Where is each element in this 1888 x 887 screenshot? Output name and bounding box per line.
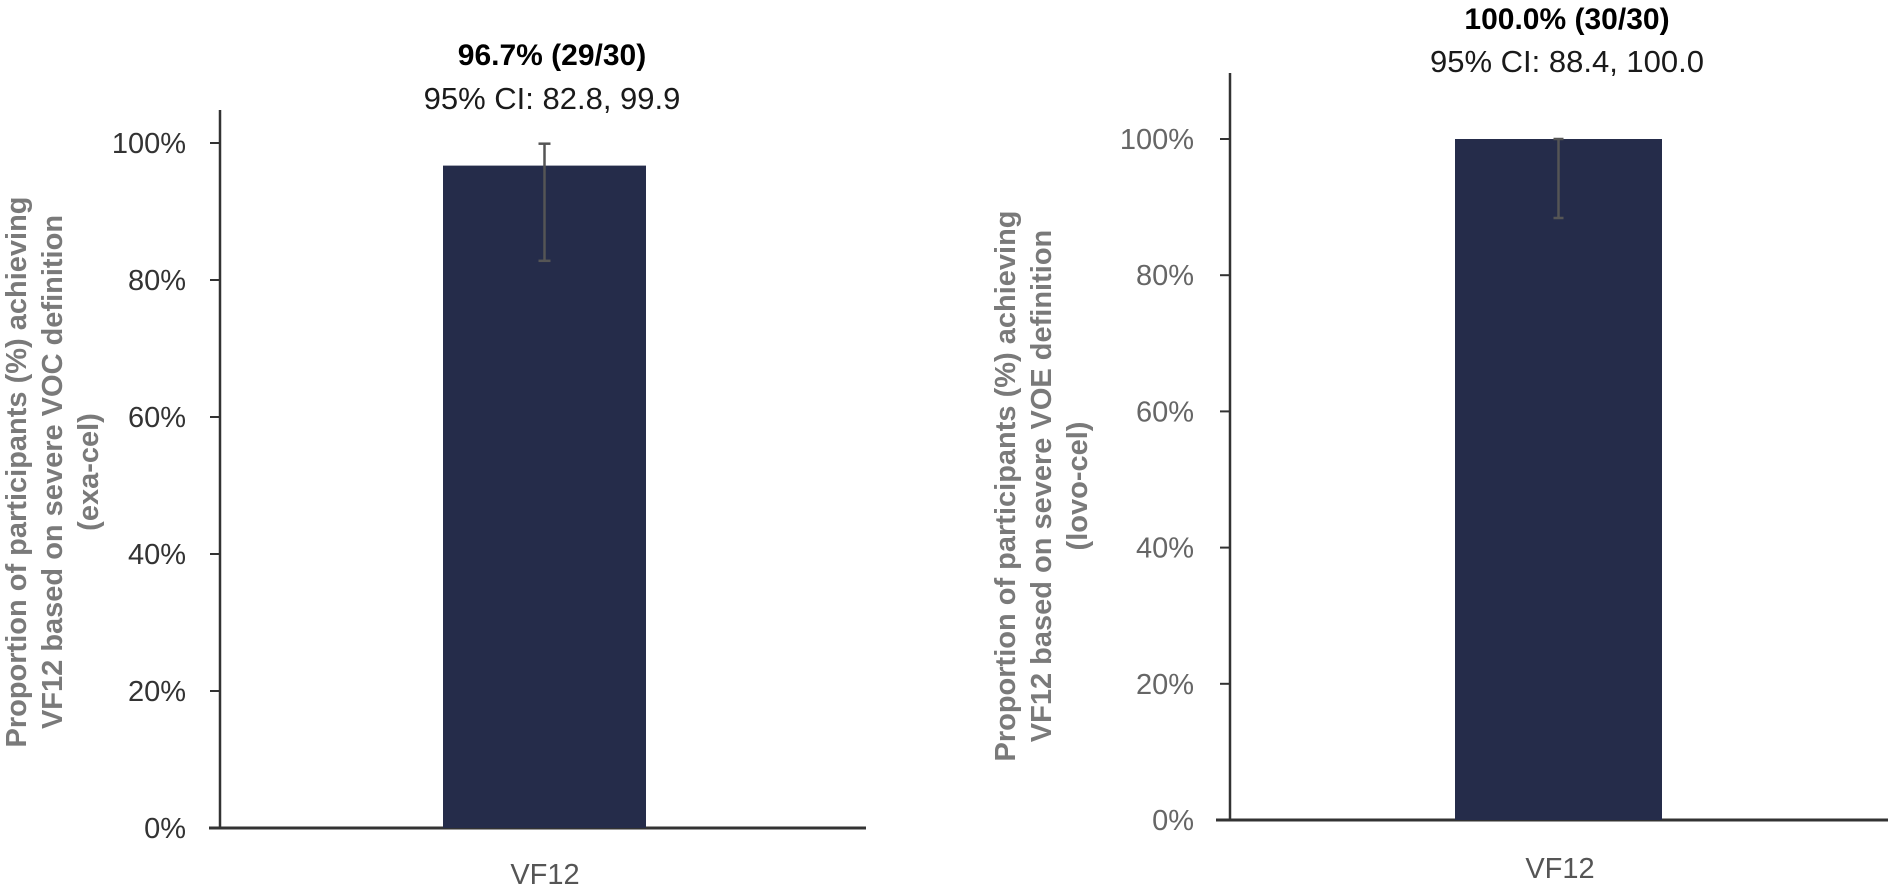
y-axis-label-right-line-2: VF12 based on severe VOE definition	[1026, 230, 1058, 742]
y-tick-label-left: 0%	[144, 813, 186, 845]
annotation-ci-right: 95% CI: 88.4, 100.0	[1430, 44, 1704, 79]
y-tick-label-left: 20%	[128, 676, 186, 708]
y-tick-label-right: 80%	[1136, 260, 1194, 292]
y-tick-label-right: 100%	[1120, 124, 1194, 156]
annotation-main-right: 100.0% (30/30)	[1464, 3, 1669, 36]
y-tick-label-right: 40%	[1136, 533, 1194, 565]
y-tick-label-right: 20%	[1136, 669, 1194, 701]
y-tick-label-left: 60%	[128, 402, 186, 434]
x-category-label-left: VF12	[510, 859, 579, 887]
y-axis-label-left-line-2: VF12 based on severe VOC definition	[37, 215, 69, 729]
y-axis-label-right: Proportion of participants (%) achieving…	[990, 210, 1094, 761]
y-axis-label-right-line-1: Proportion of participants (%) achieving	[990, 210, 1022, 761]
y-tick-label-left: 100%	[112, 128, 186, 160]
y-axis-label-left-line-1: Proportion of participants (%) achieving	[1, 196, 33, 747]
y-tick-label-right: 0%	[1152, 805, 1194, 837]
annotation-ci-left: 95% CI: 82.8, 99.9	[424, 81, 681, 116]
y-axis-label-right-line-3: (lovo-cel)	[1062, 422, 1094, 551]
chart-panel-right: 100.0% (30/30) 95% CI: 88.4, 100.0 Propo…	[990, 3, 1888, 885]
y-tick-label-right: 60%	[1136, 396, 1194, 428]
y-ticks-right: 0% 20% 40% 60% 80% 100%	[1120, 124, 1230, 837]
chart-panel-left: 96.7% (29/30) 95% CI: 82.8, 99.9 Proport…	[1, 39, 866, 887]
annotation-main-left: 96.7% (29/30)	[458, 39, 646, 72]
y-tick-label-left: 40%	[128, 539, 186, 571]
y-tick-label-left: 80%	[128, 265, 186, 297]
y-axis-label-left: Proportion of participants (%) achieving…	[1, 196, 105, 747]
x-category-label-right: VF12	[1525, 853, 1594, 885]
bar-vf12-lovo-cel	[1455, 139, 1662, 820]
bar-vf12-exa-cel	[443, 165, 646, 829]
y-ticks-left: 0% 20% 40% 60% 80% 100%	[112, 128, 220, 845]
y-axis-label-left-line-3: (exa-cel)	[73, 413, 105, 531]
